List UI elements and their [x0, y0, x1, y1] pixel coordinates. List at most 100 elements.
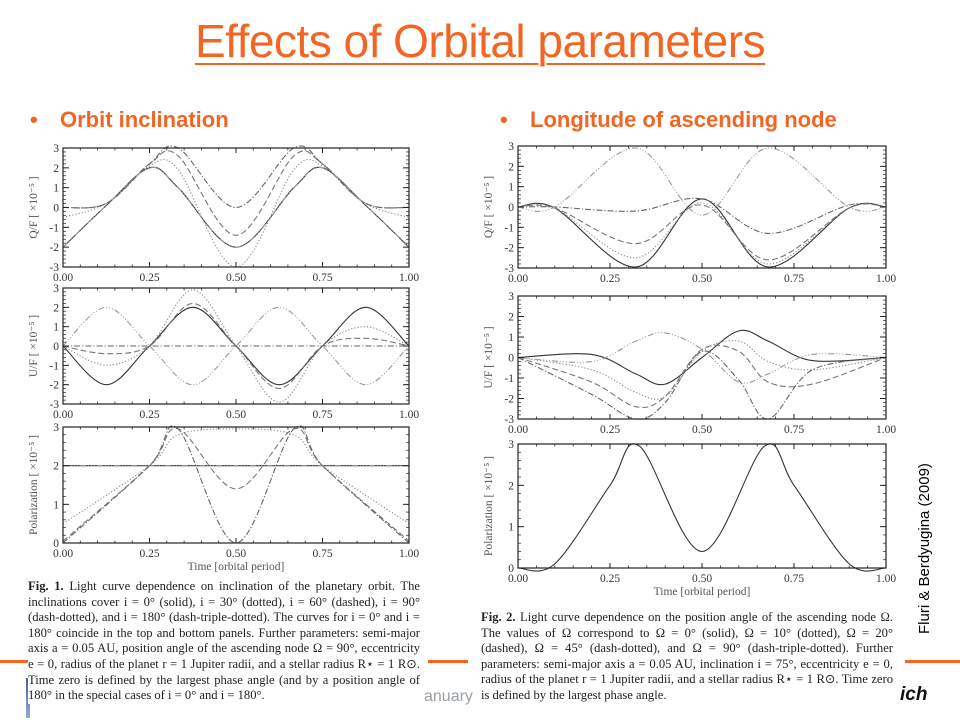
fig1-p-xtick-label: 0.00 — [53, 548, 73, 560]
fig1-q-ytick-label: 3 — [53, 143, 59, 155]
fig1-q-xtick-label: 0.75 — [312, 272, 332, 284]
fig2-u-ytick-label: -2 — [504, 394, 514, 406]
fig2-caption-label: Fig. 2. — [481, 610, 516, 624]
bullet-marker: • — [500, 107, 508, 132]
footer-divider-right — [905, 660, 960, 663]
fig2-u-xtick-label: 0.00 — [508, 424, 528, 436]
fig2-u-xtick-label: 0.50 — [692, 424, 712, 436]
fig2-u-series-dotted — [517, 340, 887, 400]
footer-date: anuary — [424, 688, 473, 705]
fig1-q-series-dotted — [62, 158, 410, 268]
fig1-q-series-dashdot — [62, 145, 410, 209]
fig2-u-series-dash3dot — [517, 332, 887, 384]
fig1-p-series-dashed — [62, 427, 410, 542]
fig1-u-xtick-label: 0.00 — [53, 409, 73, 421]
fig1-p-ylabel: Polarization [ ×10⁻⁵ ] — [28, 435, 40, 535]
fig1-u-ytick-label: 1 — [53, 322, 59, 334]
fig2-u-series-dashdot — [517, 350, 887, 420]
fig1-u-ytick-label: 3 — [53, 283, 59, 295]
fig2-q-xtick-label: 0.00 — [508, 273, 528, 285]
fig2-p-ytick-label: 2 — [508, 480, 514, 492]
fig1-u-ytick-label: 2 — [53, 302, 59, 314]
fig1-caption-label: Fig. 1. — [28, 579, 64, 593]
bullet-label: Longitude of ascending node — [530, 107, 837, 132]
fig1-caption-text: Light curve dependence on inclination of… — [28, 579, 420, 703]
fig2-u-ytick-label: 3 — [508, 291, 514, 303]
fig1-q-xtick-label: 1.00 — [399, 272, 419, 284]
fig2-q-ytick-label: 2 — [508, 161, 514, 173]
fig2-p-xtick-label: 0.25 — [600, 573, 620, 585]
citation-credit: Fluri & Berdyugina (2009) — [916, 463, 933, 634]
fig2-q-xtick-label: 0.25 — [600, 273, 620, 285]
fig1-u-xtick-label: 0.25 — [139, 409, 159, 421]
bullet-longitude-ascending-node: • Longitude of ascending node — [500, 107, 837, 133]
fig1-q-ytick-label: -3 — [49, 262, 59, 274]
fig1-q-ytick-label: -1 — [49, 222, 59, 234]
fig2-u-series-solid — [517, 329, 887, 386]
fig1-p-ytick-label: 2 — [53, 461, 59, 473]
fig2-p-series-solid — [517, 443, 887, 572]
fig2-q-series-dashdot — [517, 197, 887, 234]
fig1-u-series-dash3dot — [62, 306, 410, 386]
fig2-q-series-dash3dot — [517, 147, 887, 216]
fig2-q-ytick-label: -2 — [504, 243, 514, 255]
fig1-q-series-dashed — [62, 150, 410, 236]
fig1-u-xtick-label: 0.50 — [226, 409, 246, 421]
fig1-p-xlabel: Time [orbital period] — [188, 561, 285, 573]
fig2-u-ytick-label: 2 — [508, 312, 514, 324]
fig2-p-xtick-label: 1.00 — [876, 573, 896, 585]
fig2-p-ytick-label: 1 — [508, 522, 514, 534]
fig1-p-xtick-label: 0.25 — [139, 548, 159, 560]
fig2-q-ytick-label: -1 — [504, 222, 514, 234]
fig2-u-ylabel: U/F [ ×10⁻⁵ ] — [483, 326, 495, 388]
fig1-p-xtick-label: 1.00 — [399, 548, 419, 560]
fig1-u-ytick-label: 0 — [53, 341, 59, 353]
footer-divider-mid — [428, 660, 468, 663]
fig2-q-ylabel: Q/F [ ×10⁻⁵ ] — [483, 176, 495, 238]
fig1-p-series-dashdot — [62, 425, 410, 544]
fig2-q-ytick-label: 1 — [508, 182, 514, 194]
fig1-p-series-dotted — [62, 428, 410, 525]
fig2-q-xtick-label: 0.50 — [692, 273, 712, 285]
fig2-q-series-solid — [517, 198, 887, 268]
bullet-orbit-inclination: • Orbit inclination — [30, 107, 229, 133]
fig1-u-xtick-label: 0.75 — [312, 409, 332, 421]
fig2-q-plot-frame — [517, 145, 887, 269]
fig2-p-plot-frame — [517, 443, 887, 569]
fig1-q-xtick-label: 0.50 — [226, 272, 246, 284]
fig1-caption: Fig. 1. Light curve dependence on inclin… — [28, 579, 420, 704]
fig2-caption: Fig. 2. Light curve dependence on the po… — [481, 610, 893, 704]
fig2-p-xlabel: Time [orbital period] — [654, 586, 751, 598]
fig1-q-plot-frame — [62, 147, 410, 268]
fig1-u-ylabel: U/F [ ×10⁻⁵ ] — [28, 315, 40, 377]
fig1-p-plot-frame — [62, 426, 410, 544]
fig1-p-ytick-label: 3 — [53, 422, 59, 434]
fig1-q-xtick-label: 0.00 — [53, 272, 73, 284]
fig2-u-ytick-label: -1 — [504, 373, 514, 385]
fig1-p-ytick-label: 0 — [53, 538, 59, 550]
fig1-p-xtick-label: 0.75 — [312, 548, 332, 560]
fig1-q-ytick-label: 1 — [53, 183, 59, 195]
fig2-p-ytick-label: 3 — [508, 439, 514, 451]
fig1-q-ylabel: Q/F [ ×10⁻⁵ ] — [28, 176, 40, 238]
footer-institution: ich — [900, 684, 928, 705]
bullet-label: Orbit inclination — [60, 107, 229, 132]
fig2-u-xtick-label: 0.25 — [600, 424, 620, 436]
fig1-u-ytick-label: -3 — [49, 399, 59, 411]
fig2-u-ytick-label: -3 — [504, 414, 514, 426]
fig2-u-ytick-label: 0 — [508, 353, 514, 365]
fig1-p-ytick-label: 1 — [53, 499, 59, 511]
fig2-u-xtick-label: 1.00 — [876, 424, 896, 436]
fig2-p-ytick-label: 0 — [508, 563, 514, 575]
fig2-p-ylabel: Polarization [ ×10⁻⁵ ] — [483, 456, 495, 556]
fig1-q-ytick-label: 0 — [53, 203, 59, 215]
fig1-u-xtick-label: 1.00 — [399, 409, 419, 421]
fig1-u-ytick-label: -2 — [49, 380, 59, 392]
fig1-q-ytick-label: 2 — [53, 163, 59, 175]
fig2-q-ytick-label: -3 — [504, 263, 514, 275]
fig2-q-ytick-label: 0 — [508, 202, 514, 214]
fig2-p-xtick-label: 0.75 — [784, 573, 804, 585]
fig2-q-xtick-label: 1.00 — [876, 273, 896, 285]
fig2-q-xtick-label: 0.75 — [784, 273, 804, 285]
